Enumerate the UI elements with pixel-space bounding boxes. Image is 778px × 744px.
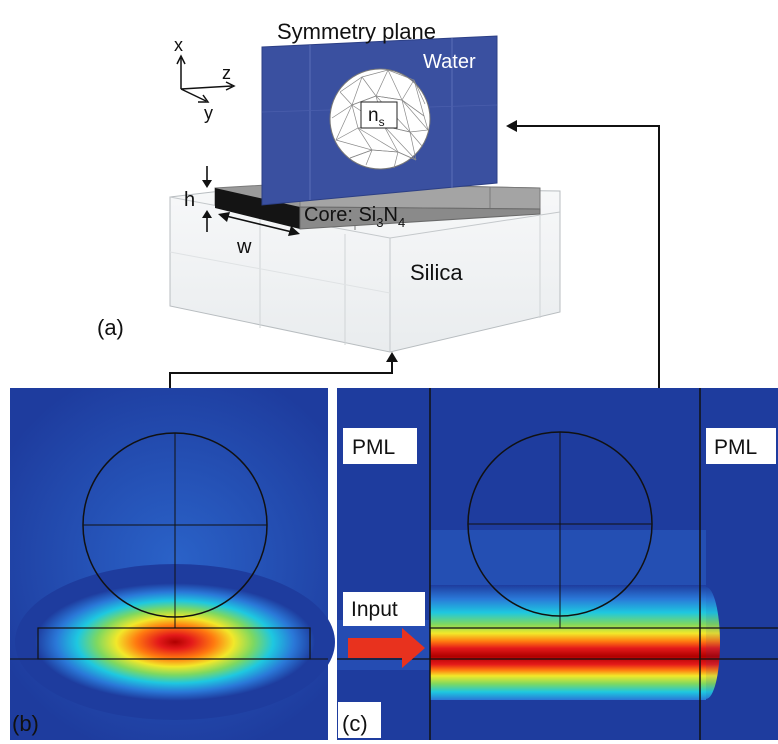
pml-left-label: PML <box>352 436 395 459</box>
input-arrow <box>348 628 425 668</box>
symmetry-plane-label: Symmetry plane <box>277 19 436 44</box>
core-end-face <box>215 188 300 229</box>
pml-left-box <box>343 428 417 464</box>
height-label: h <box>184 189 195 211</box>
svg-text:ns: ns <box>368 105 385 129</box>
width-dimension <box>218 212 300 236</box>
meshed-sphere: ns <box>329 68 431 170</box>
height-dimension <box>202 166 212 232</box>
sphere-index-box <box>360 101 398 129</box>
panel-b-cross-section-field: (b) <box>10 388 335 740</box>
sphere-index-label: n <box>368 105 379 126</box>
width-label: w <box>236 236 252 258</box>
panel-c-tag-box <box>338 702 381 738</box>
mode-field-c <box>430 585 706 700</box>
axis-z-label: z <box>222 63 231 83</box>
input-box <box>343 592 425 626</box>
panel-c-longitudinal-field: PML PML Input (c) <box>337 388 778 740</box>
mode-field-b <box>15 564 335 720</box>
pml-right-label: PML <box>714 436 757 459</box>
connector-arrows <box>169 120 660 388</box>
input-label: Input <box>351 598 398 621</box>
water-label: Water <box>423 51 476 73</box>
panel-b-tag: (b) <box>12 711 39 736</box>
axis-y-label: y <box>204 103 213 123</box>
panel-a-tag: (a) <box>97 315 124 340</box>
panel-c-tag: (c) <box>342 711 368 736</box>
coordinate-axes <box>176 54 236 103</box>
pml-right-box <box>706 428 776 464</box>
sphere-index-subscript: s <box>379 115 385 129</box>
panel-a-3d-schematic: ns Symmetry plane Water Core: Si3N4 Sili… <box>97 19 561 353</box>
axis-x-label: x <box>174 35 183 55</box>
silica-label: Silica <box>410 260 463 285</box>
silica-substrate <box>169 186 561 353</box>
core-material-label: Core: Si3N4 <box>304 204 405 230</box>
